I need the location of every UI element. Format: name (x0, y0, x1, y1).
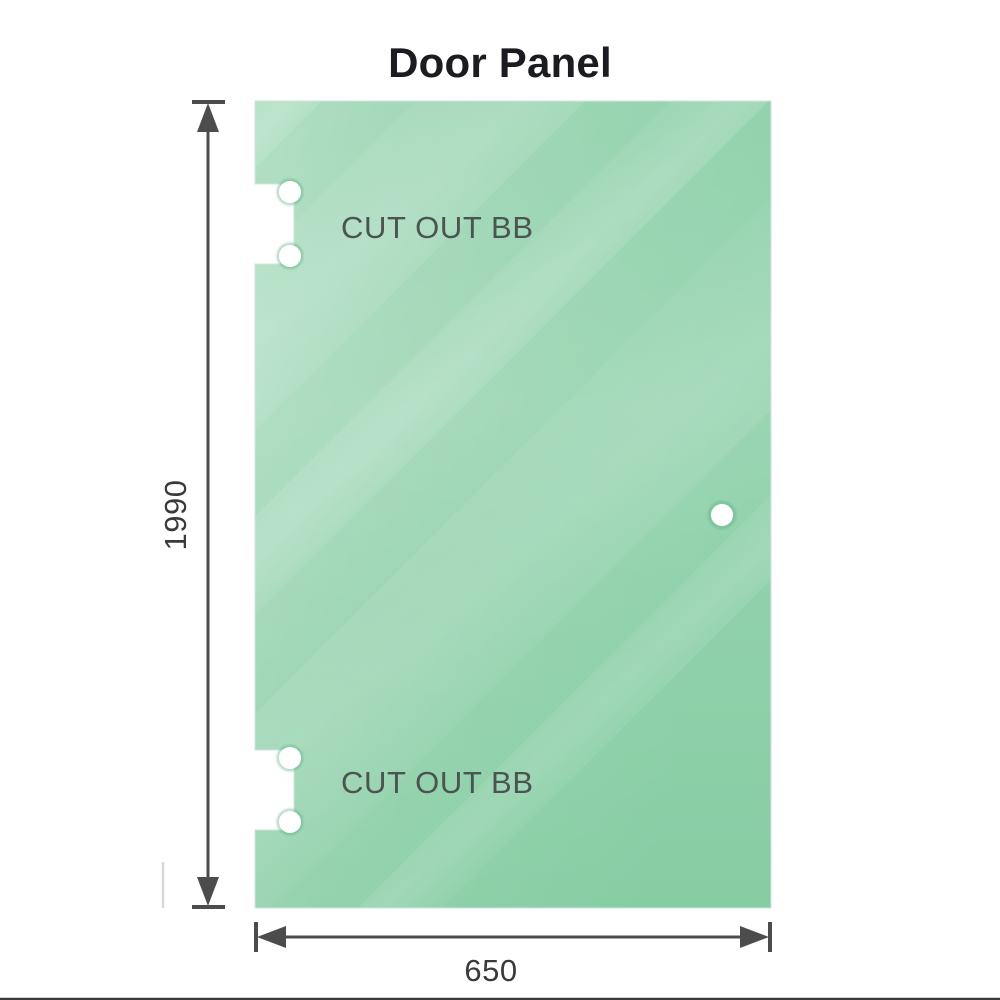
cut-out-bb-bottom-label: CUT OUT BB (341, 765, 534, 800)
width-dimension-arrow-left (257, 926, 286, 948)
cut-out-bb-top-hole-upper (279, 181, 301, 203)
width-dimension-arrow-right (740, 926, 769, 948)
cut-out-bb-bottom-hole-lower (279, 811, 301, 833)
height-dimension-arrow-up (197, 103, 219, 132)
height-dimension-label: 1990 (158, 480, 193, 551)
cut-out-bb-top-label: CUT OUT BB (341, 210, 534, 245)
handle-hole-bore (711, 504, 733, 526)
cut-out-bb-bottom (275, 743, 305, 837)
height-dimension: 1990 (158, 100, 225, 909)
cut-out-bb-top-hole-lower (279, 245, 301, 267)
page-title: Door Panel (388, 39, 612, 86)
cut-out-bb-bottom-hole-upper (279, 747, 301, 769)
handle-hole (706, 499, 738, 531)
width-dimension-label: 650 (464, 953, 517, 988)
height-dimension-arrow-down (197, 877, 219, 906)
width-dimension: 650 (254, 922, 772, 988)
cut-out-bb-top (275, 177, 305, 271)
